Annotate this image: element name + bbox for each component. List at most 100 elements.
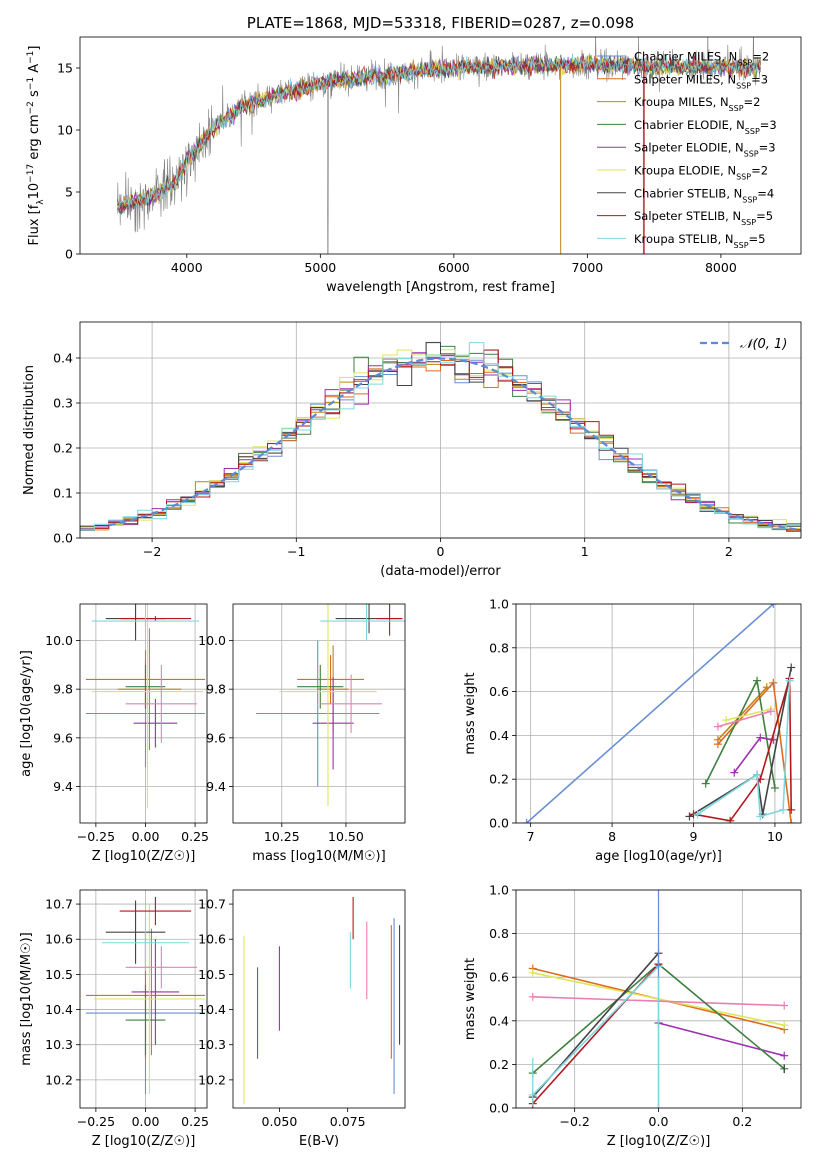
errorbars	[243, 897, 401, 1105]
legend-subscript: SSP	[736, 172, 751, 181]
x-tick-label: 5000	[304, 260, 336, 275]
y-label-part: λ	[36, 199, 46, 205]
axes-massweight-vs-Z: −0.2 0.0 0.2 0.0 0.2 0.4 0.6 0.8 1.0 Z [log10(Z/Z…	[463, 883, 802, 1149]
y-axis-label: Normed distribution	[22, 365, 37, 495]
y-tick-label: 10.0	[45, 633, 73, 648]
y-label-part: ]	[27, 46, 42, 51]
legend-subscript: SSP	[741, 218, 756, 227]
y-tick-label: 0.2	[489, 1057, 509, 1072]
weight-line-7	[693, 678, 792, 822]
x-tick-label: 10.25	[264, 829, 300, 844]
y-tick-label: 10.7	[198, 897, 226, 912]
legend-label: Salpeter MILES, NSSP=3	[634, 72, 768, 90]
y-tick-label: 0.2	[489, 772, 509, 787]
errorbars	[85, 604, 206, 809]
weight-line-0	[526, 604, 774, 823]
y-axis-label: age [log10(age/yr)]	[19, 650, 34, 777]
x-tick-label: 9	[690, 829, 698, 844]
y-tick-label: 0.2	[53, 441, 73, 456]
errorbars	[85, 897, 206, 1094]
x-tick-label: 8	[608, 829, 616, 844]
model-line-8	[117, 54, 761, 210]
y-label-part: 10	[27, 183, 42, 200]
weight-line-2	[717, 686, 768, 741]
y-tick-label: 10.5	[198, 967, 226, 982]
x-tick-label: 0.25	[181, 1114, 209, 1129]
y-tick-label: 10.6	[45, 932, 73, 947]
weight-line-7	[532, 965, 660, 1096]
y-label-part: −2	[26, 101, 36, 114]
y-tick-label: 0.8	[489, 640, 509, 655]
weight-line-3	[658, 1022, 785, 1057]
x-tick-label: 0.075	[330, 1114, 366, 1129]
legend-label: Kroupa ELODIE, NSSP=2	[634, 164, 768, 182]
plot-frame	[515, 889, 802, 1109]
x-tick-label: −0.25	[77, 1114, 115, 1129]
weight-line-3	[704, 678, 776, 789]
x-axis-label: wavelength [Angstrom, rest frame]	[326, 280, 555, 295]
x-tick-label: 0.0	[649, 1114, 669, 1129]
legend-subscript: SSP	[744, 149, 759, 158]
y-axis-label: mass weight	[463, 672, 478, 754]
y-tick-label: 1.0	[489, 597, 509, 612]
y-tick-label: 0.6	[489, 684, 509, 699]
x-tick-label: 0.00	[132, 829, 160, 844]
x-axis-label: mass [log10(M/M☉)]	[252, 849, 385, 864]
y-tick-label: 10.7	[45, 897, 73, 912]
legend-label: Chabrier MILES, NSSP=2	[634, 50, 769, 68]
weight-line-6	[688, 667, 792, 818]
plot-frame	[79, 321, 802, 539]
x-tick-label: 0.2	[732, 1114, 752, 1129]
x-axis-label: Z [log10(Z/Z☉)]	[607, 1134, 711, 1149]
x-tick-label: 0.25	[181, 829, 209, 844]
histograms	[80, 341, 801, 538]
y-axis-label: Flux [fλ10−17 erg cm−2 s−1 A−1]	[26, 46, 46, 246]
x-tick-label: 6000	[438, 260, 470, 275]
x-tick-label: 7	[527, 829, 535, 844]
y-label-part: −1	[26, 77, 36, 90]
axes-residuals: −2 −1 0 1 2 0.0 0.1 0.2 0.3 0.4 𝒩(0, 1) (data-model…	[22, 321, 802, 579]
weight-line-9	[717, 710, 772, 728]
legend-subscript: SSP	[745, 126, 760, 135]
y-tick-label: 0.4	[489, 728, 509, 743]
y-tick-label: 10.3	[45, 1037, 73, 1052]
x-axis-label: Z [log10(Z/Z☉)]	[92, 1134, 196, 1149]
spectrum-plot	[117, 37, 761, 254]
legend-label: 𝒩(0, 1)	[740, 337, 787, 352]
x-tick-label: −1	[287, 544, 305, 559]
y-tick-label: 10.6	[198, 932, 226, 947]
x-tick-label: −2	[143, 544, 161, 559]
y-label-part: Flux [f	[27, 204, 42, 245]
legend-label: Salpeter ELODIE, NSSP=3	[634, 141, 776, 159]
y-tick-label: 10	[57, 123, 73, 138]
y-tick-label: 1.0	[489, 883, 509, 898]
y-tick-label: 5	[65, 185, 73, 200]
x-tick-label: 8000	[705, 260, 737, 275]
y-tick-label: 0.0	[489, 816, 509, 831]
y-tick-label: 9.4	[206, 779, 226, 794]
plot-frame	[232, 889, 406, 1109]
y-tick-label: 9.8	[53, 682, 73, 697]
chart-title: PLATE=1868, MJD=53318, FIBERID=0287, z=0…	[247, 14, 634, 32]
plot-frame	[79, 889, 208, 1109]
legend-subscript: SSP	[734, 240, 749, 249]
legend-label: Salpeter STELIB, NSSP=5	[634, 209, 773, 227]
y-tick-label: 0.0	[53, 531, 73, 546]
x-axis-label: age [log10(age/yr)]	[595, 849, 722, 864]
x-tick-label: −0.2	[559, 1114, 589, 1129]
legend-subscript: SSP	[737, 58, 752, 67]
plot-frame	[515, 603, 802, 824]
legend-subscript: SSP	[729, 104, 744, 113]
y-tick-label: 0.8	[489, 926, 509, 941]
y-tick-label: 9.4	[53, 779, 73, 794]
weight-line-1	[717, 680, 792, 823]
y-tick-label: 9.8	[206, 682, 226, 697]
y-tick-label: 9.6	[53, 730, 73, 745]
model-line-7	[117, 53, 761, 212]
x-axis-label: E(B-V)	[299, 1134, 339, 1149]
legend-label: Kroupa STELIB, NSSP=5	[634, 232, 765, 250]
x-tick-label: 4000	[171, 260, 203, 275]
axes-age-vs-Z: −0.25 0.00 0.25 9.4 9.6 9.8 10.0 Z [log10(Z/Z☉)…	[19, 603, 209, 864]
y-tick-label: 9.6	[206, 730, 226, 745]
weight-lines	[528, 890, 789, 1108]
